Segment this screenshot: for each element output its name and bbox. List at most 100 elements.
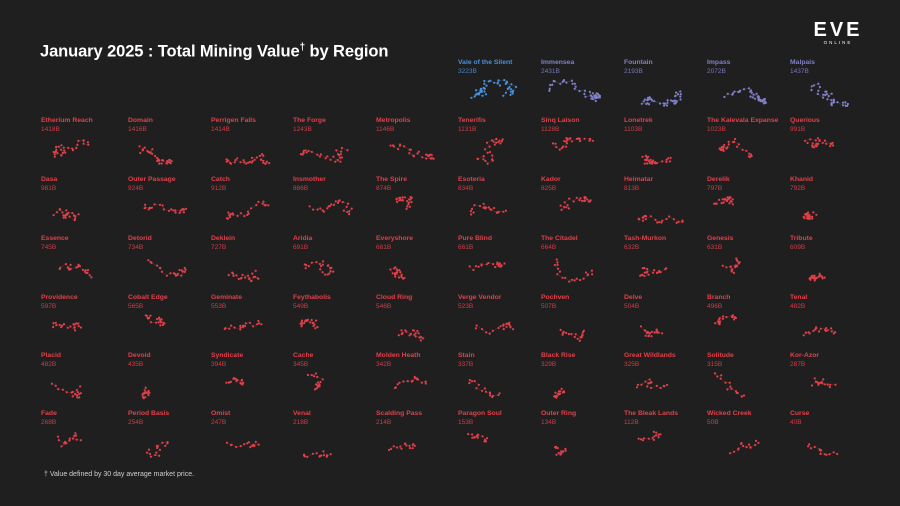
region-map-system: [642, 439, 645, 442]
region-map-system: [561, 80, 564, 83]
region-map-system: [636, 383, 639, 386]
region-map-system: [555, 145, 558, 149]
region-map-system: [74, 432, 77, 435]
region-map-system: [723, 143, 726, 147]
region-map: [389, 143, 435, 160]
region-map-system: [402, 380, 405, 383]
title-suffix: by Region: [305, 42, 389, 61]
region-map-system: [251, 160, 254, 163]
region-map-system: [303, 263, 306, 266]
region-map-system: [71, 395, 74, 398]
region-map-system: [307, 149, 310, 152]
region-map-system: [303, 455, 307, 458]
logo-sub: ONLINE: [823, 40, 853, 45]
region-map: [723, 87, 767, 105]
region-map-system: [818, 330, 821, 333]
region-map-system: [841, 104, 845, 107]
region-map-system: [235, 445, 238, 449]
region-map-system: [55, 146, 58, 149]
region-cell: Branch 496B: [707, 294, 787, 350]
region-map-system: [497, 79, 500, 82]
region-map-system: [674, 94, 677, 97]
region-map-system: [645, 158, 648, 162]
region-map-system: [470, 207, 474, 211]
region-map-system: [727, 197, 730, 200]
footnote: † Value defined by 30 day average market…: [44, 471, 195, 478]
region-map-system: [497, 265, 500, 268]
region-map-system: [348, 210, 351, 213]
region-map: [802, 211, 818, 221]
region-map-system: [267, 204, 270, 207]
region-name: Vale of the Silent: [458, 59, 513, 66]
region-map-system: [326, 207, 329, 210]
region-map-system: [804, 331, 807, 334]
title-dagger: †: [299, 42, 306, 53]
region-map: [303, 260, 335, 276]
region-map-system: [754, 443, 757, 447]
region-map: [553, 387, 566, 399]
region-map-system: [728, 202, 731, 205]
region-map-system: [564, 447, 567, 450]
region-map-system: [482, 155, 485, 158]
region-map-system: [251, 444, 254, 447]
region-map-system: [509, 326, 512, 329]
region-map-system: [718, 320, 722, 323]
region-name: The Citadel: [541, 235, 578, 242]
region-map-system: [725, 199, 729, 203]
region-name: Essence: [41, 235, 69, 242]
region-value: 504B: [624, 303, 640, 310]
region-map-system: [505, 325, 508, 328]
region-map-system: [395, 268, 399, 271]
region-map-system: [420, 336, 423, 339]
region-map: [56, 432, 82, 448]
region-value: 825B: [541, 185, 557, 192]
region-map-system: [246, 442, 249, 445]
region-map-system: [802, 334, 805, 337]
region-cell: Tash-Murkon 632B: [624, 235, 704, 291]
region-map-system: [819, 381, 822, 384]
region-cell: Tenerifis 1131B: [458, 117, 538, 173]
region-map-system: [731, 316, 734, 319]
region-map-system: [734, 266, 737, 269]
region-value: 482B: [41, 361, 57, 368]
region-map-system: [818, 85, 821, 89]
region-map-system: [553, 395, 556, 398]
region-map-system: [731, 198, 734, 201]
region-map-system: [406, 200, 409, 203]
region-value: 218B: [293, 419, 309, 426]
region-map-system: [158, 454, 161, 457]
region-map-system: [427, 155, 430, 158]
region-map-system: [823, 276, 826, 279]
region-map-system: [642, 219, 645, 222]
region-map-system: [720, 202, 723, 205]
region-cell: Tribute 609B: [790, 235, 870, 291]
region-map-system: [578, 339, 581, 342]
region-map-system: [646, 162, 649, 165]
region-map-system: [225, 158, 228, 161]
region-map-system: [556, 261, 559, 264]
region-cell: Cloud Ring 546B: [376, 294, 456, 350]
region-name: Deklein: [211, 235, 236, 242]
region-map-system: [554, 446, 558, 449]
region-map-system: [254, 440, 257, 443]
region-map-system: [417, 150, 420, 153]
region-name: Curse: [790, 410, 810, 417]
region-map-system: [50, 382, 53, 385]
region-map-system: [573, 335, 576, 339]
region-map-system: [417, 332, 420, 335]
region-map-system: [412, 329, 415, 332]
region-map-system: [646, 385, 649, 388]
region-map-system: [74, 329, 77, 332]
region-map-system: [336, 158, 339, 162]
region-map-system: [749, 95, 752, 98]
region-map-system: [491, 158, 494, 161]
region-map-system: [63, 149, 66, 152]
region-map-system: [470, 213, 473, 216]
region-map-system: [823, 453, 826, 456]
region-map-system: [646, 99, 649, 102]
region-map-system: [52, 326, 55, 329]
region-value: 691B: [293, 244, 309, 251]
region-map-system: [730, 200, 733, 203]
region-map-system: [659, 433, 662, 436]
region-map-system: [65, 442, 68, 445]
